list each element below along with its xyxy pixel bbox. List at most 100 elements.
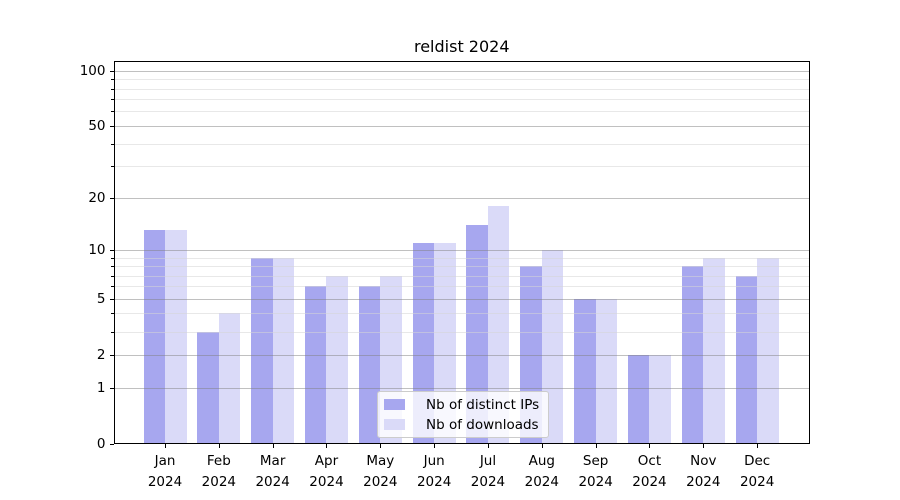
y-minor-tick-mark bbox=[111, 286, 114, 288]
gridline-major bbox=[113, 70, 810, 72]
x-tick-mark bbox=[541, 443, 543, 448]
x-tick-label: Dec 2024 bbox=[739, 452, 775, 490]
y-tick-mark bbox=[109, 197, 114, 199]
y-tick-mark bbox=[109, 125, 114, 127]
x-tick-mark bbox=[380, 443, 382, 448]
gridline-major bbox=[113, 125, 810, 127]
legend-label: Nb of distinct IPs bbox=[426, 396, 540, 413]
bar-distinct-ips bbox=[466, 224, 488, 444]
bar-downloads bbox=[595, 298, 618, 444]
x-tick-label: Aug 2024 bbox=[524, 452, 559, 490]
y-minor-tick-mark bbox=[111, 313, 114, 315]
x-tick-label: Apr 2024 bbox=[309, 452, 344, 490]
gridline-minor bbox=[113, 143, 810, 145]
gridline-major bbox=[113, 197, 810, 199]
y-tick-mark bbox=[109, 70, 114, 72]
gridline-minor bbox=[113, 313, 810, 315]
bar-downloads bbox=[487, 205, 510, 444]
bar-downloads bbox=[218, 313, 241, 444]
chart-title: reldist 2024 bbox=[413, 37, 510, 56]
y-minor-tick-mark bbox=[111, 257, 114, 259]
x-tick-label: Jun 2024 bbox=[416, 452, 452, 490]
x-tick-mark bbox=[165, 443, 166, 448]
x-tick-mark bbox=[326, 443, 328, 448]
x-tick-label: Feb 2024 bbox=[201, 452, 236, 490]
bar-distinct-ips bbox=[574, 298, 596, 444]
x-tick-mark bbox=[703, 443, 705, 448]
bar-distinct-ips bbox=[627, 354, 650, 444]
x-tick-mark bbox=[757, 443, 759, 448]
legend-label: Nb of downloads bbox=[426, 416, 539, 433]
bar-downloads bbox=[703, 257, 725, 444]
y-tick-mark bbox=[109, 298, 114, 300]
y-tick-label: 10 bbox=[88, 241, 106, 258]
y-tick-label: 20 bbox=[88, 189, 106, 206]
x-tick-mark bbox=[218, 443, 220, 448]
plot-frame bbox=[113, 61, 810, 444]
x-tick-mark bbox=[595, 443, 597, 448]
gridline-minor bbox=[113, 266, 810, 267]
bar-distinct-ips bbox=[251, 257, 273, 444]
x-tick-label: Nov 2024 bbox=[686, 452, 721, 490]
y-minor-tick-mark bbox=[111, 266, 114, 267]
bar-distinct-ips bbox=[358, 286, 381, 444]
y-tick-mark bbox=[109, 387, 114, 389]
gridline-minor bbox=[113, 88, 810, 90]
gridline-minor bbox=[113, 99, 810, 101]
y-tick-label: 0 bbox=[96, 435, 106, 452]
bar-downloads bbox=[649, 354, 671, 444]
gridline-minor bbox=[113, 166, 810, 168]
y-minor-tick-mark bbox=[111, 79, 114, 81]
y-minor-tick-mark bbox=[111, 99, 114, 101]
x-tick-label: Jan 2024 bbox=[147, 452, 183, 490]
gridline-minor bbox=[113, 331, 810, 333]
gridline-minor bbox=[113, 286, 810, 288]
x-tick-label: May 2024 bbox=[363, 452, 398, 490]
gridline-major bbox=[113, 387, 810, 389]
legend-item: Nb of distinct IPs bbox=[384, 397, 540, 413]
x-tick-mark bbox=[272, 443, 274, 448]
y-minor-tick-mark bbox=[111, 331, 114, 333]
gridline-major bbox=[113, 249, 810, 251]
y-tick-label: 50 bbox=[88, 117, 106, 134]
gridline-major bbox=[113, 298, 810, 300]
bar-downloads bbox=[757, 257, 779, 444]
bar-downloads bbox=[272, 257, 295, 444]
x-tick-label: Jul 2024 bbox=[470, 452, 506, 490]
x-tick-mark bbox=[434, 443, 436, 448]
gridline-minor bbox=[113, 275, 810, 277]
x-tick-label: Sep 2024 bbox=[578, 452, 613, 490]
y-tick-label: 5 bbox=[96, 290, 106, 307]
bar-distinct-ips bbox=[304, 286, 327, 444]
bar-distinct-ips bbox=[143, 230, 165, 444]
y-tick-label: 2 bbox=[96, 346, 106, 363]
x-tick-mark bbox=[487, 443, 489, 448]
gridline-major bbox=[113, 354, 810, 356]
bar-downloads bbox=[326, 275, 348, 444]
y-minor-tick-mark bbox=[111, 143, 114, 145]
y-tick-label: 1 bbox=[96, 379, 106, 396]
y-minor-tick-mark bbox=[111, 275, 114, 277]
y-tick-mark bbox=[109, 249, 114, 251]
gridline-minor bbox=[113, 79, 810, 81]
legend-item: Nb of downloads bbox=[384, 417, 540, 433]
legend: Nb of distinct IPs Nb of downloads bbox=[377, 391, 549, 438]
bar-distinct-ips bbox=[681, 266, 704, 444]
y-tick-mark bbox=[109, 443, 114, 445]
legend-swatch-distinct-ips bbox=[384, 399, 405, 410]
x-tick-label: Oct 2024 bbox=[632, 452, 667, 490]
bar-distinct-ips bbox=[735, 275, 758, 444]
y-minor-tick-mark bbox=[111, 111, 114, 113]
x-tick-label: Mar 2024 bbox=[255, 452, 290, 490]
legend-swatch-downloads bbox=[384, 419, 405, 430]
y-tick-label: 100 bbox=[79, 62, 106, 79]
y-minor-tick-mark bbox=[111, 88, 114, 90]
gridline-minor bbox=[113, 111, 810, 113]
x-tick-mark bbox=[649, 443, 651, 448]
bar-downloads bbox=[165, 230, 187, 444]
y-tick-mark bbox=[109, 354, 114, 356]
gridline-minor bbox=[113, 257, 810, 259]
